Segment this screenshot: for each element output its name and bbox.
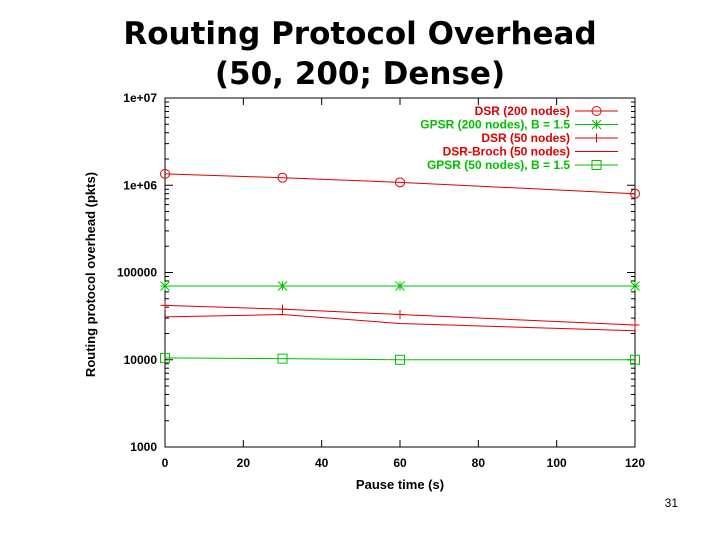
- series-5-point: [160, 352, 170, 363]
- series-3-point: [395, 310, 405, 320]
- legend-label: DSR (50 nodes): [481, 131, 570, 145]
- x-tick-label: 40: [315, 456, 329, 470]
- x-tick-label: 0: [162, 456, 169, 470]
- legend-marker: [591, 119, 602, 130]
- series-1-point: [395, 177, 405, 188]
- series-line-4: [164, 314, 636, 332]
- x-tick-label: 100: [547, 456, 567, 470]
- x-tick-label: 60: [393, 456, 407, 470]
- series-3-point: [160, 300, 170, 310]
- legend-marker: [591, 106, 602, 116]
- series-5-point: [630, 354, 640, 365]
- series-5-point: [395, 354, 405, 365]
- y-tick-label: 100000: [117, 266, 157, 280]
- page-number: 31: [664, 496, 678, 510]
- series-line-3: [164, 304, 636, 326]
- series-5-point: [277, 353, 288, 364]
- legend-marker: [592, 133, 601, 143]
- series-1-point: [160, 168, 170, 179]
- series-2-point: [277, 281, 288, 291]
- y-axis-label: Routing protocol overhead (pkts): [83, 172, 98, 377]
- legend-label: GPSR (50 nodes), B = 1.5: [427, 158, 570, 172]
- series-1-point: [630, 188, 640, 199]
- series-line-5: [164, 357, 635, 361]
- slide-title-line-2: (50, 200; Dense): [214, 56, 506, 92]
- series-2-point: [160, 281, 170, 291]
- y-tick-label: 10000: [124, 353, 158, 367]
- series-3-point: [630, 320, 640, 330]
- x-tick-label: 20: [237, 456, 251, 470]
- slide-title: Routing Protocol Overhead (50, 200; Dens…: [0, 14, 720, 94]
- x-tick-label: 120: [625, 456, 645, 470]
- series-2-point: [630, 281, 640, 291]
- legend-label: DSR (200 nodes): [475, 104, 570, 118]
- slide-title-line-1: Routing Protocol Overhead: [123, 16, 597, 52]
- series-2-point: [395, 281, 405, 291]
- series-3-point: [278, 304, 287, 314]
- y-tick-label: 1e+06: [123, 178, 157, 192]
- x-axis-label: Pause time (s): [356, 477, 444, 492]
- y-tick-label: 1000: [130, 440, 157, 454]
- x-tick-label: 80: [472, 456, 486, 470]
- series-1-point: [277, 172, 288, 183]
- y-tick-label: 1e+07: [123, 91, 157, 105]
- legend-label: DSR-Broch (50 nodes): [443, 145, 570, 159]
- legend-label: GPSR (200 nodes), B = 1.5: [420, 118, 570, 132]
- series-line-1: [164, 173, 636, 195]
- legend-marker: [591, 160, 602, 170]
